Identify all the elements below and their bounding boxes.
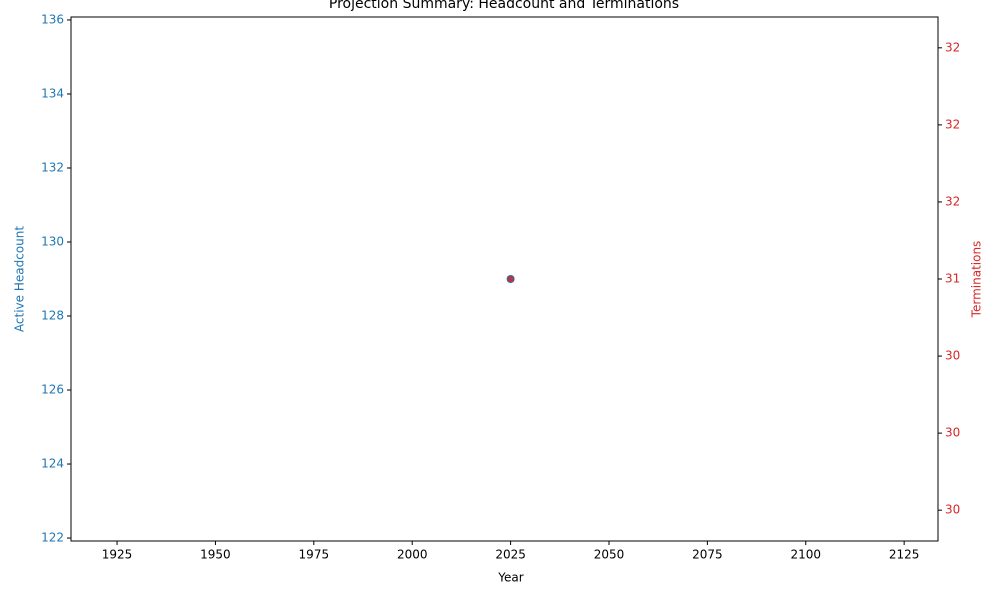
y2-tick-label: 32 <box>945 194 960 208</box>
x-tick-label: 2100 <box>790 548 821 562</box>
marker <box>507 276 514 282</box>
y2-tick-label: 32 <box>945 40 960 54</box>
y2-tick-label: 31 <box>945 272 960 286</box>
y-tick-label: 124 <box>41 457 64 471</box>
x-tick-label: 2050 <box>594 548 625 562</box>
y-tick-label: 122 <box>41 531 64 545</box>
x-axis-label: Year <box>497 571 523 585</box>
x-tick-label: 2125 <box>889 548 920 562</box>
x-tick-label: 2075 <box>692 548 723 562</box>
x-tick-label: 2000 <box>397 548 428 562</box>
y-tick-label: 132 <box>41 160 64 174</box>
x-tick-label: 1975 <box>299 548 330 562</box>
x-tick-label: 2025 <box>495 548 526 562</box>
plot-frame <box>70 16 939 542</box>
y2-tick-label: 30 <box>945 426 960 440</box>
y-tick-label: 134 <box>41 86 64 100</box>
y2-tick-label: 32 <box>945 117 960 131</box>
y-tick-label: 136 <box>41 12 64 26</box>
x-tick-label: 1925 <box>102 548 133 562</box>
y2-axis-label: Terminations <box>970 241 984 319</box>
y-tick-label: 130 <box>41 234 64 248</box>
y-tick-label: 126 <box>41 383 64 397</box>
y-tick-label: 128 <box>41 309 64 323</box>
x-tick-label: 1950 <box>200 548 231 562</box>
chart-title: Projection Summary: Headcount and Termin… <box>329 0 679 12</box>
y2-tick-label: 30 <box>945 503 960 517</box>
y2-tick-label: 30 <box>945 349 960 363</box>
y-axis-label: Active Headcount <box>13 226 27 332</box>
